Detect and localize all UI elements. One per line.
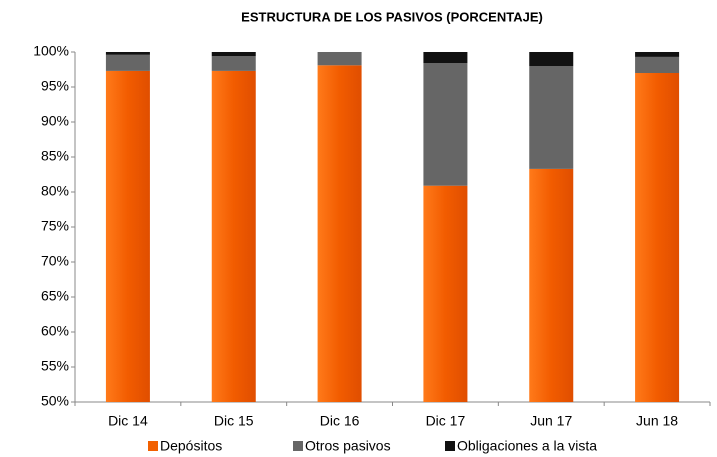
legend-label: Depósitos	[160, 438, 222, 454]
y-tick-label: 100%	[33, 43, 69, 59]
y-tick-label: 75%	[41, 218, 69, 234]
bar-segment	[529, 52, 574, 66]
x-tick-label: Jun 18	[636, 413, 678, 429]
bar-segment	[105, 70, 150, 402]
bar-segment	[211, 52, 256, 57]
bar-segment	[105, 54, 150, 71]
x-tick-label: Jun 17	[530, 413, 572, 429]
bar-segment	[211, 70, 256, 402]
y-tick-label: 50%	[41, 393, 69, 409]
legend-label: Otros pasivos	[305, 438, 391, 454]
bar-segment	[317, 52, 362, 66]
legend-label: Obligaciones a la vista	[457, 438, 597, 454]
bar-segment	[529, 168, 574, 402]
bar-segment	[105, 52, 150, 55]
bars	[105, 52, 680, 402]
y-tick-label: 65%	[41, 288, 69, 304]
legend-swatch	[148, 441, 158, 451]
chart-title: ESTRUCTURA DE LOS PASIVOS (PORCENTAJE)	[241, 9, 543, 24]
y-tick-label: 55%	[41, 358, 69, 374]
x-tick-label: Dic 16	[320, 413, 360, 429]
x-tick-label: Dic 15	[214, 413, 254, 429]
bar-segment	[423, 185, 468, 402]
x-tick-label: Dic 17	[426, 413, 466, 429]
y-tick-label: 95%	[41, 78, 69, 94]
bar-segment	[529, 66, 574, 169]
y-tick-label: 80%	[41, 183, 69, 199]
y-tick-label: 60%	[41, 323, 69, 339]
bar-segment	[317, 65, 362, 402]
bar-segment	[211, 56, 256, 71]
y-tick-label: 85%	[41, 148, 69, 164]
legend-swatch	[293, 441, 303, 451]
y-tick-label: 90%	[41, 113, 69, 129]
bar-segment	[635, 73, 680, 402]
x-tick-label: Dic 14	[108, 413, 148, 429]
legend-swatch	[445, 441, 455, 451]
bar-segment	[423, 63, 468, 186]
bar-segment	[423, 52, 468, 64]
y-tick-label: 70%	[41, 253, 69, 269]
bar-segment	[635, 56, 680, 73]
bar-segment	[635, 52, 680, 57]
